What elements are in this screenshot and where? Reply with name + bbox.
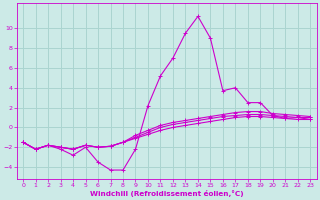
X-axis label: Windchill (Refroidissement éolien,°C): Windchill (Refroidissement éolien,°C): [90, 190, 244, 197]
